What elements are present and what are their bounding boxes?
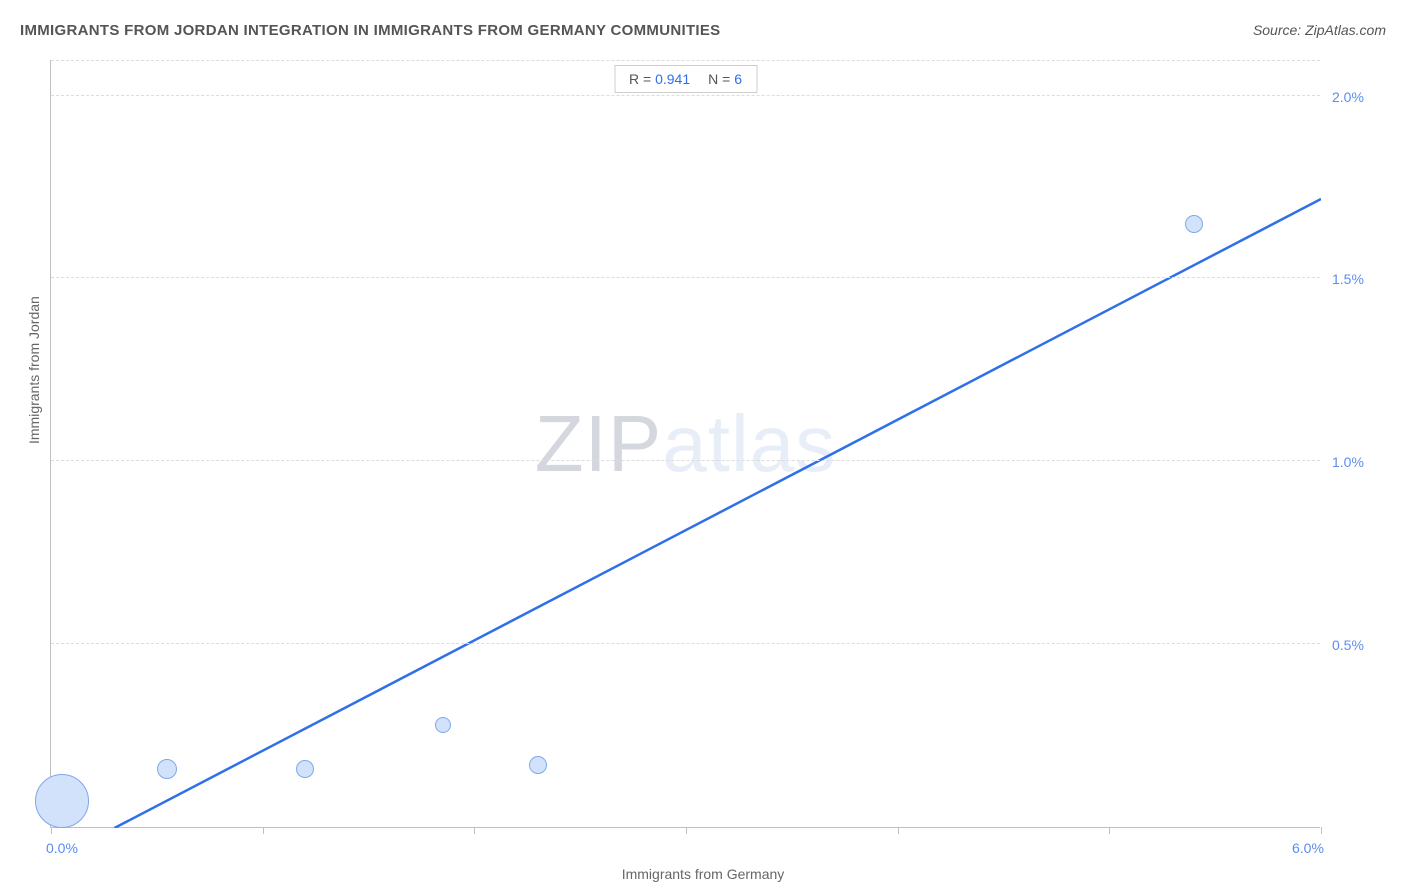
x-tick (1109, 827, 1110, 834)
y-tick-label: 1.0% (1332, 454, 1364, 470)
x-tick (474, 827, 475, 834)
y-axis-label: Immigrants from Jordan (26, 296, 42, 444)
gridline (51, 95, 1320, 96)
watermark-atlas: atlas (662, 399, 836, 488)
x-tick (898, 827, 899, 834)
x-tick (51, 827, 52, 834)
data-point[interactable] (35, 774, 89, 828)
y-tick-label: 1.5% (1332, 271, 1364, 287)
gridline (51, 60, 1320, 61)
x-tick (1321, 827, 1322, 834)
x-tick (263, 827, 264, 834)
watermark: ZIPatlas (535, 398, 836, 490)
n-label: N = 6 (708, 71, 742, 87)
x-tick (686, 827, 687, 834)
gridline (51, 277, 1320, 278)
data-point[interactable] (296, 760, 314, 778)
x-axis-end-label: 6.0% (1292, 840, 1324, 856)
n-value: 6 (734, 71, 742, 87)
y-tick-label: 0.5% (1332, 637, 1364, 653)
trend-line (51, 60, 1321, 828)
watermark-zip: ZIP (535, 399, 662, 488)
x-axis-label: Immigrants from Germany (622, 866, 785, 882)
source-attribution: Source: ZipAtlas.com (1253, 22, 1386, 38)
data-point[interactable] (529, 756, 547, 774)
data-point[interactable] (435, 717, 451, 733)
x-axis-start-label: 0.0% (46, 840, 78, 856)
stats-box: R = 0.941 N = 6 (614, 65, 757, 93)
r-value: 0.941 (655, 71, 690, 87)
data-point[interactable] (157, 759, 177, 779)
y-tick-label: 2.0% (1332, 89, 1364, 105)
r-label: R = 0.941 (629, 71, 690, 87)
plot-area: ZIPatlas R = 0.941 N = 6 (50, 60, 1320, 828)
data-point[interactable] (1185, 215, 1203, 233)
gridline (51, 460, 1320, 461)
chart-title: IMMIGRANTS FROM JORDAN INTEGRATION IN IM… (20, 22, 721, 39)
gridline (51, 643, 1320, 644)
